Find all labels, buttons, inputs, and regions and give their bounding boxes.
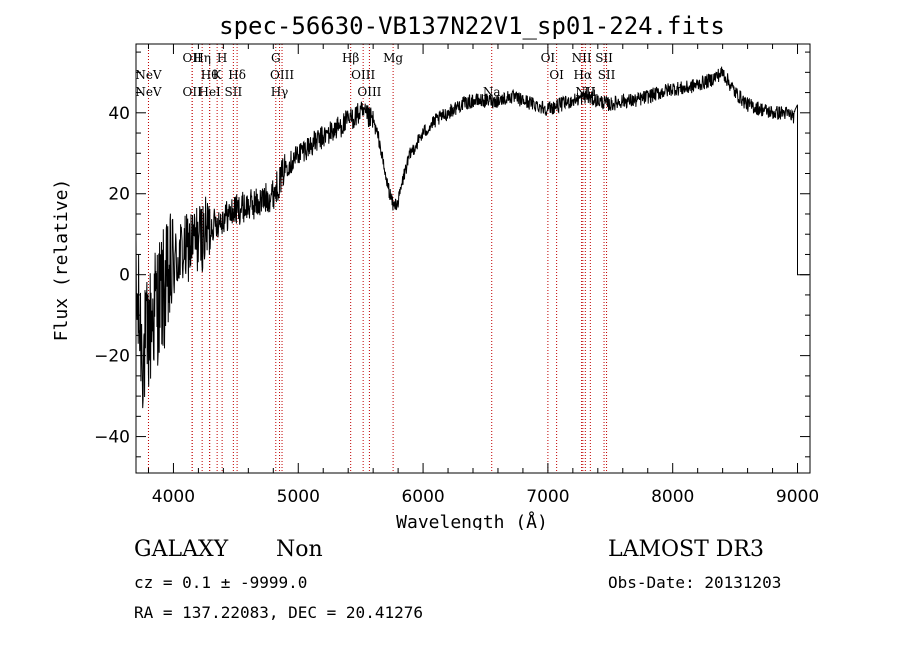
observation-date: Obs-Date: 20131203 (608, 573, 782, 592)
y-tick-label: −20 (94, 347, 130, 367)
line-label: Mg (383, 51, 403, 65)
x-tick-label: 7000 (526, 487, 569, 507)
line-label: K (213, 68, 223, 82)
line-label: Hδ (228, 68, 246, 82)
line-label: Hη (193, 51, 211, 65)
y-axis-label: Flux (relative) (51, 179, 72, 342)
x-tick-label: 5000 (277, 487, 320, 507)
line-label: OIII (357, 85, 381, 99)
spectrum-chart: spec-56630-VB137N22V1_sp01-224.fits NeV N… (51, 12, 819, 530)
line-label: OII (183, 51, 203, 65)
survey-name: LAMOST DR3 (608, 537, 764, 562)
line-label: OII (183, 85, 203, 99)
line-label: OI (541, 51, 556, 65)
line-label: Hθ (201, 68, 219, 82)
line-label: OI (549, 68, 564, 82)
x-tick-label: 8000 (651, 487, 694, 507)
x-tick-label: 4000 (152, 487, 195, 507)
y-axis-ticks: −40 −20 0 20 40 (94, 51, 810, 458)
line-label: OIII (270, 68, 294, 82)
plot-frame (135, 43, 811, 474)
line-label: SII (225, 85, 243, 99)
redshift-line: cz = 0.1 ± -9999.0 (134, 573, 308, 592)
line-label: SII (598, 68, 616, 82)
line-label: NeV (135, 85, 162, 99)
line-label: SII (595, 51, 613, 65)
line-label: Li (584, 85, 596, 99)
line-label: HeI (198, 85, 221, 99)
x-tick-label: 9000 (776, 487, 819, 507)
line-label: Hα (574, 68, 593, 82)
object-subclass: Non (276, 537, 323, 562)
y-tick-label: 40 (108, 104, 130, 124)
line-label: H (217, 51, 227, 65)
y-tick-label: 0 (119, 266, 130, 286)
line-label: OIII (351, 68, 375, 82)
line-label: Hγ (271, 85, 289, 99)
x-axis-label: Wavelength (Å) (396, 511, 548, 530)
y-tick-label: 20 (108, 185, 130, 205)
line-label: NII (572, 51, 592, 65)
line-label: NeV (135, 68, 162, 82)
emission-line-markers (147, 44, 608, 473)
y-tick-label: −40 (94, 428, 130, 448)
ra-dec-line: RA = 137.22083, DEC = 20.41276 (134, 603, 423, 622)
line-label: G (271, 51, 281, 65)
chart-title: spec-56630-VB137N22V1_sp01-224.fits (219, 12, 725, 40)
spectrum-line (135, 66, 809, 409)
line-label: Hβ (342, 51, 359, 65)
object-class: GALAXY (134, 537, 229, 562)
x-tick-label: 6000 (401, 487, 444, 507)
x-axis-ticks: 4000 5000 6000 7000 8000 9000 (147, 44, 819, 507)
